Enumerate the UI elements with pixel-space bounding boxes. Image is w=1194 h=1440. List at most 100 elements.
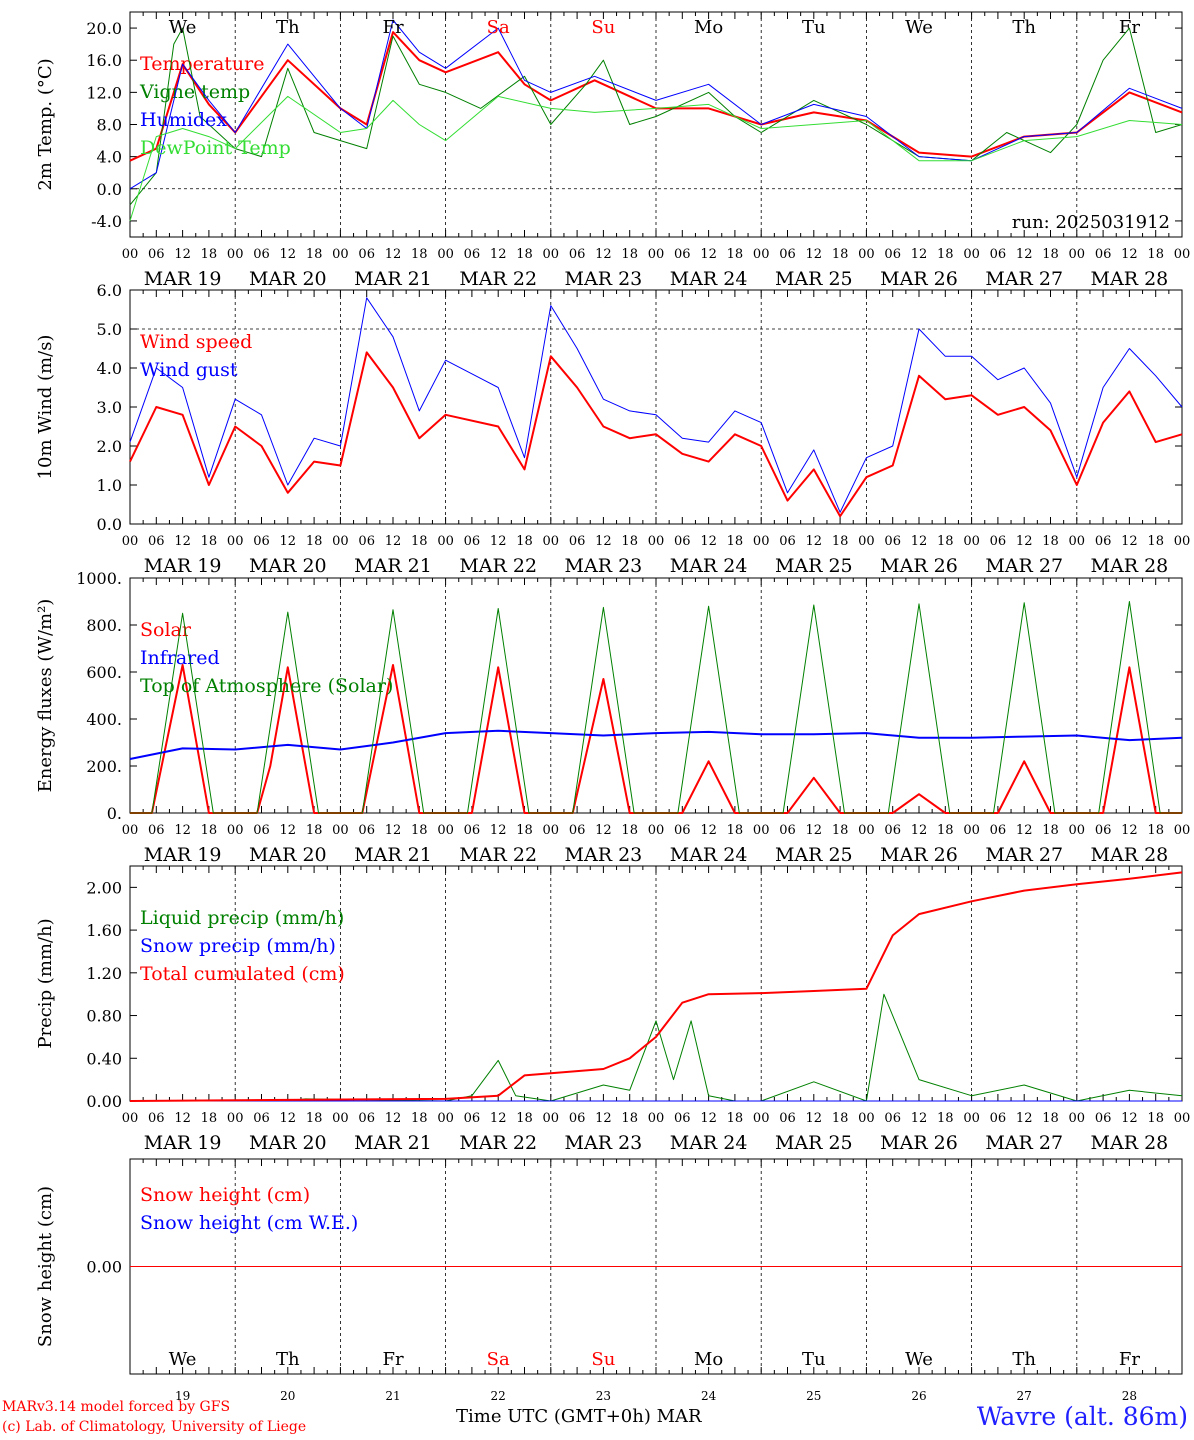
hour-tick-label: 18 bbox=[937, 823, 954, 838]
y-tick-label: 200. bbox=[86, 757, 122, 776]
hour-tick-label: 06 bbox=[148, 1111, 165, 1126]
hour-tick-label: 06 bbox=[253, 1111, 270, 1126]
y-tick-label: 0.00 bbox=[86, 1092, 122, 1111]
date-label: MAR 25 bbox=[775, 555, 853, 577]
hour-tick-label: 12 bbox=[806, 247, 823, 262]
day-label: We bbox=[905, 17, 933, 38]
hour-tick-label: 06 bbox=[569, 823, 586, 838]
hour-tick-label: 06 bbox=[674, 1111, 691, 1126]
y-tick-label: 16.0 bbox=[86, 51, 122, 70]
date-label: MAR 25 bbox=[775, 1132, 853, 1154]
legend-entry: Snow height (cm W.E.) bbox=[140, 1212, 358, 1234]
hour-tick-label: 06 bbox=[148, 823, 165, 838]
date-label: MAR 20 bbox=[249, 844, 327, 866]
hour-tick-label: 00 bbox=[437, 823, 454, 838]
hour-tick-label: 18 bbox=[621, 247, 638, 262]
day-label: Su bbox=[591, 1349, 615, 1370]
hour-tick-label: 12 bbox=[280, 534, 297, 549]
hour-tick-label: 00 bbox=[648, 1111, 665, 1126]
hour-tick-label: 18 bbox=[306, 1111, 323, 1126]
y-tick-label: 4.0 bbox=[97, 148, 122, 167]
hour-tick-label: 00 bbox=[1174, 823, 1191, 838]
hour-tick-label: 00 bbox=[332, 823, 349, 838]
series-line-vigne-temp bbox=[129, 27, 1183, 206]
day-number-label: 25 bbox=[806, 1389, 821, 1403]
series-line-top-of-atmosphere-solar- bbox=[130, 601, 1182, 814]
hour-tick-label: 06 bbox=[569, 1111, 586, 1126]
y-tick-label: 2.00 bbox=[86, 878, 122, 897]
day-label: We bbox=[169, 1349, 197, 1370]
hour-tick-label: 12 bbox=[280, 823, 297, 838]
hour-tick-label: 06 bbox=[253, 247, 270, 262]
day-label: Th bbox=[1012, 17, 1036, 38]
hour-tick-label: 06 bbox=[884, 1111, 901, 1126]
hour-tick-label: 18 bbox=[727, 1111, 744, 1126]
hour-tick-label: 06 bbox=[1095, 247, 1112, 262]
hour-tick-label: 06 bbox=[569, 247, 586, 262]
hour-tick-label: 00 bbox=[437, 247, 454, 262]
hour-tick-label: 06 bbox=[464, 823, 481, 838]
model-credit: MARv3.14 model forced by GFS bbox=[2, 1399, 231, 1415]
day-number-label: 23 bbox=[596, 1389, 611, 1403]
hour-tick-label: 06 bbox=[358, 1111, 375, 1126]
hour-tick-label: 18 bbox=[727, 247, 744, 262]
hour-tick-label: 00 bbox=[858, 247, 875, 262]
hour-tick-label: 06 bbox=[148, 247, 165, 262]
hour-tick-label: 06 bbox=[779, 823, 796, 838]
date-label: MAR 28 bbox=[1091, 268, 1169, 290]
date-label: MAR 21 bbox=[354, 268, 432, 290]
date-label: MAR 19 bbox=[144, 268, 222, 290]
hour-tick-label: 00 bbox=[858, 823, 875, 838]
hour-tick-label: 18 bbox=[832, 823, 849, 838]
hour-tick-label: 06 bbox=[569, 534, 586, 549]
hour-tick-label: 06 bbox=[779, 247, 796, 262]
legend-entry: Temperature bbox=[140, 53, 264, 75]
day-label: Mo bbox=[694, 17, 723, 38]
hour-tick-label: 00 bbox=[858, 534, 875, 549]
date-label: MAR 26 bbox=[880, 1132, 958, 1154]
day-label: We bbox=[905, 1349, 933, 1370]
hour-tick-label: 12 bbox=[911, 1111, 928, 1126]
hour-tick-label: 18 bbox=[201, 823, 218, 838]
hour-tick-label: 00 bbox=[963, 1111, 980, 1126]
hour-tick-label: 06 bbox=[990, 1111, 1007, 1126]
hour-tick-label: 00 bbox=[753, 1111, 770, 1126]
hour-tick-label: 00 bbox=[1069, 1111, 1086, 1126]
y-axis-label: Energy fluxes (W/m²) bbox=[35, 599, 56, 793]
date-label: MAR 20 bbox=[249, 555, 327, 577]
hour-tick-label: 18 bbox=[411, 534, 428, 549]
hour-tick-label: 00 bbox=[437, 1111, 454, 1126]
hour-tick-label: 12 bbox=[700, 1111, 717, 1126]
y-tick-label: 0.0 bbox=[97, 180, 122, 199]
copyright-credit: (c) Lab. of Climatology, University of L… bbox=[2, 1419, 307, 1435]
hour-tick-label: 12 bbox=[911, 823, 928, 838]
date-label: MAR 28 bbox=[1091, 1132, 1169, 1154]
date-label: MAR 19 bbox=[144, 844, 222, 866]
hour-tick-label: 06 bbox=[674, 534, 691, 549]
hour-tick-label: 18 bbox=[1042, 823, 1059, 838]
date-label: MAR 22 bbox=[459, 268, 537, 290]
hour-tick-label: 18 bbox=[201, 534, 218, 549]
hour-tick-label: 18 bbox=[621, 1111, 638, 1126]
hour-tick-label: 00 bbox=[122, 247, 139, 262]
hour-tick-label: 06 bbox=[148, 534, 165, 549]
hour-tick-label: 18 bbox=[727, 823, 744, 838]
hour-tick-label: 18 bbox=[201, 1111, 218, 1126]
y-tick-label: 0.80 bbox=[86, 1007, 122, 1026]
hour-tick-label: 18 bbox=[1042, 534, 1059, 549]
day-label: Th bbox=[276, 1349, 300, 1370]
y-tick-label: 1.20 bbox=[86, 964, 122, 983]
series-line-total-cumulated-cm- bbox=[129, 871, 1183, 1102]
hour-tick-label: 00 bbox=[227, 823, 244, 838]
day-label: Fr bbox=[1119, 17, 1140, 38]
hour-tick-label: 06 bbox=[990, 534, 1007, 549]
date-label: MAR 22 bbox=[459, 555, 537, 577]
hour-tick-label: 00 bbox=[648, 534, 665, 549]
date-label: MAR 22 bbox=[459, 1132, 537, 1154]
y-axis-label: 10m Wind (m/s) bbox=[35, 335, 56, 480]
hour-tick-label: 00 bbox=[648, 823, 665, 838]
hour-tick-label: 12 bbox=[490, 1111, 507, 1126]
hour-tick-label: 00 bbox=[1069, 247, 1086, 262]
hour-tick-label: 06 bbox=[884, 534, 901, 549]
hour-tick-label: 12 bbox=[700, 823, 717, 838]
